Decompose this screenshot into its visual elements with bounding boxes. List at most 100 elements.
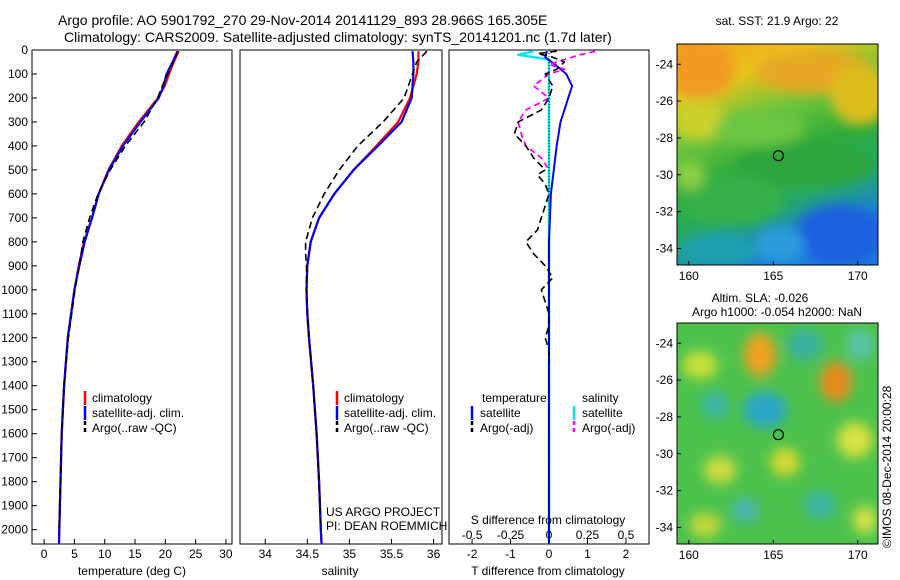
salinity-x-tick-label: 35.5 bbox=[380, 547, 404, 561]
salinity-plot-frame bbox=[239, 49, 443, 545]
depth-tick-label: 200 bbox=[8, 91, 28, 105]
temperature-x-label: temperature (deg C) bbox=[78, 564, 186, 578]
t-difference-x-label: T difference from climatology bbox=[471, 564, 625, 578]
temperature-x-tick-label: 15 bbox=[128, 547, 142, 561]
series-argo-salinity bbox=[304, 50, 428, 530]
sst-map-frame bbox=[676, 43, 879, 266]
temperature-x-axis: 0 5 10 15 20 25 30 bbox=[41, 539, 233, 561]
depth-tick-label: 1700 bbox=[1, 451, 28, 465]
legend-label-argo: Argo(..raw -QC) bbox=[92, 421, 177, 435]
temperature-x-tick-label: 10 bbox=[98, 547, 112, 561]
temperature-x-tick-label: 0 bbox=[41, 547, 48, 561]
map-lat-tick-label: -28 bbox=[656, 131, 674, 145]
salinity-legend: climatology satellite-adj. clim. Argo(..… bbox=[335, 391, 436, 435]
sst-field bbox=[677, 44, 878, 265]
s-difference-x-label: S difference from climatology bbox=[471, 513, 626, 527]
legend-label-climatology: climatology bbox=[344, 391, 404, 405]
sla-map-axes: 160 165 170 -24 -26 -28 -30 -32 -34 bbox=[656, 336, 868, 562]
map-lon-tick-label: 170 bbox=[848, 548, 868, 562]
map-lat-tick-label: -24 bbox=[656, 336, 674, 350]
t-difference-x-tick-label: 1 bbox=[584, 547, 591, 561]
depth-tick-label: 300 bbox=[8, 115, 28, 129]
map-lat-tick-label: -32 bbox=[656, 484, 674, 498]
depth-axis: 0 100 200 300 400 500 600 700 800 900 1000 1100 1200… bbox=[1, 43, 37, 537]
depth-tick-label: 700 bbox=[8, 211, 28, 225]
t-difference-x-tick-label: -1 bbox=[505, 547, 516, 561]
map-lat-tick-label: -30 bbox=[656, 168, 674, 182]
depth-tick-label: 1500 bbox=[1, 403, 28, 417]
map-lon-tick-label: 165 bbox=[763, 548, 783, 562]
map-lon-tick-label: 170 bbox=[848, 269, 868, 283]
temperature-lines bbox=[57, 50, 180, 545]
depth-tick-label: 1400 bbox=[1, 379, 28, 393]
legend-label-t-satellite: satellite bbox=[480, 406, 521, 420]
s-difference-tick-label: -0.5 bbox=[462, 528, 483, 542]
temperature-legend: climatology satellite-adj. clim. Argo(..… bbox=[83, 391, 184, 435]
legend-label-satellite: satellite-adj. clim. bbox=[92, 406, 184, 420]
salinity-x-tick-label: 35 bbox=[343, 547, 357, 561]
series-argo-temperature bbox=[58, 50, 179, 530]
sst-map-axes: 160 165 170 -24 -26 -28 -30 -32 -34 bbox=[656, 57, 868, 283]
depth-tick-label: 600 bbox=[8, 187, 28, 201]
depth-tick-label: 2000 bbox=[1, 523, 28, 537]
depth-tick-label: 100 bbox=[8, 67, 28, 81]
sst-map-title: sat. SST: 21.9 Argo: 22 bbox=[716, 14, 839, 28]
sst-argo-marker bbox=[772, 150, 785, 162]
salinity-x-axis: 34 34.5 35 35.5 36 bbox=[259, 539, 441, 561]
s-difference-tick-label: 0.25 bbox=[576, 528, 600, 542]
temperature-x-tick-label: 20 bbox=[159, 547, 173, 561]
sla-map-panel: Altim. SLA: -0.026 Argo h1000: -0.054 h2… bbox=[656, 291, 879, 562]
temperature-x-tick-label: 30 bbox=[219, 547, 233, 561]
difference-legend: temperature salinity satellite Argo(-adj… bbox=[470, 391, 635, 435]
map-lat-tick-label: -26 bbox=[656, 94, 674, 108]
t-difference-x-tick-label: -2 bbox=[467, 547, 478, 561]
sla-map-title: Altim. SLA: -0.026 bbox=[712, 291, 809, 305]
temperature-x-tick-label: 25 bbox=[189, 547, 203, 561]
map-lat-tick-label: -28 bbox=[656, 410, 674, 424]
series-climatology-temperature bbox=[57, 50, 180, 545]
depth-tick-label: 1100 bbox=[2, 307, 28, 321]
s-difference-tick-label: 0.5 bbox=[618, 528, 635, 542]
salinity-x-tick-label: 34 bbox=[259, 547, 273, 561]
map-lon-tick-label: 165 bbox=[763, 269, 783, 283]
difference-lines bbox=[513, 50, 596, 544]
salinity-x-tick-label: 34.5 bbox=[296, 547, 320, 561]
depth-tick-label: 1800 bbox=[1, 475, 28, 489]
legend-label-s-satellite: satellite bbox=[582, 406, 623, 420]
sst-map-panel: sat. SST: 21.9 Argo: 22 160 165 170 -24 -26 -… bbox=[656, 14, 879, 283]
salinity-lines bbox=[304, 50, 428, 545]
map-lat-tick-label: -32 bbox=[656, 205, 674, 219]
depth-tick-label: 1600 bbox=[1, 427, 28, 441]
depth-tick-label: 400 bbox=[8, 139, 28, 153]
map-lat-tick-label: -34 bbox=[656, 520, 674, 534]
temperature-plot-frame bbox=[31, 49, 233, 545]
depth-tick-label: 1000 bbox=[1, 283, 28, 297]
difference-panel: -2 -1 0 1 2 -0.5 -0.25 0 0.25 0.5 T difference f… bbox=[448, 49, 650, 578]
map-lon-tick-label: 160 bbox=[679, 548, 699, 562]
map-lat-tick-label: -24 bbox=[656, 57, 674, 71]
legend-label-satellite: satellite-adj. clim. bbox=[344, 406, 436, 420]
legend-header-salinity: salinity bbox=[582, 391, 619, 405]
figure-title-line2: Climatology: CARS2009. Satellite-adjuste… bbox=[64, 29, 612, 45]
salinity-panel: 34 34.5 35 35.5 36 salinity climatology sate… bbox=[239, 49, 447, 578]
salinity-x-tick-label: 36 bbox=[427, 547, 441, 561]
sla-map-subtitle: Argo h1000: -0.054 h2000: NaN bbox=[692, 305, 862, 319]
series-climatology-salinity bbox=[305, 51, 420, 545]
depth-tick-label: 1900 bbox=[1, 499, 28, 513]
legend-label-t-argo: Argo(-adj) bbox=[480, 421, 533, 435]
legend-label-climatology: climatology bbox=[92, 391, 152, 405]
t-difference-x-tick-label: 2 bbox=[623, 547, 630, 561]
figure-title-line1: Argo profile: AO 5901792_270 29-Nov-2014… bbox=[58, 12, 547, 28]
project-annotation: US ARGO PROJECT bbox=[326, 505, 441, 519]
series-satellite-salinity bbox=[305, 51, 415, 545]
s-difference-tick-label: -0.25 bbox=[497, 528, 525, 542]
map-lat-tick-label: -30 bbox=[656, 447, 674, 461]
salinity-x-label: salinity bbox=[322, 564, 359, 578]
temperature-x-tick-label: 5 bbox=[71, 547, 78, 561]
t-difference-x-tick-label: 0 bbox=[546, 547, 553, 561]
series-t-satellite-difference bbox=[544, 50, 574, 544]
pi-annotation: PI: DEAN ROEMMICH bbox=[326, 519, 447, 533]
depth-tick-label: 800 bbox=[8, 235, 28, 249]
map-lat-tick-label: -26 bbox=[656, 373, 674, 387]
